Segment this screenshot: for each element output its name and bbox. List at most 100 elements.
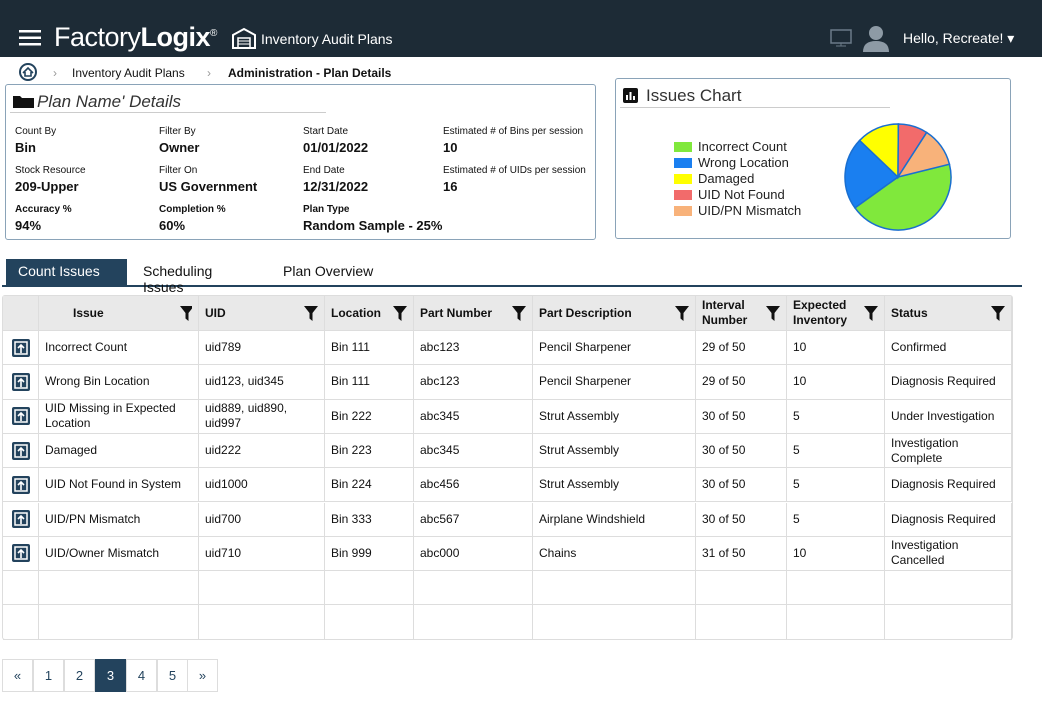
table-cell: UID/Owner Mismatch [39, 537, 199, 571]
field-label: End Date [303, 165, 345, 176]
row-action-cell [3, 537, 39, 571]
empty-cell [787, 571, 885, 605]
table-cell: abc345 [414, 400, 533, 434]
empty-cell [199, 605, 325, 639]
page-last[interactable]: » [187, 659, 218, 692]
table-cell: 29 of 50 [696, 331, 787, 365]
table-cell: abc000 [414, 537, 533, 571]
table-cell: 30 of 50 [696, 468, 787, 502]
plan-title: Plan Name' Details [37, 92, 181, 112]
crumb-link[interactable]: Inventory Audit Plans [72, 66, 185, 80]
filter-icon[interactable] [393, 306, 407, 321]
home-icon[interactable] [19, 63, 37, 81]
field-label: Accuracy % [15, 204, 72, 215]
legend-label: UID/PN Mismatch [698, 203, 801, 218]
row-action-cell [3, 605, 39, 639]
brand: FactoryLogix® [54, 22, 217, 53]
table-cell: Strut Assembly [533, 400, 696, 434]
table-cell: 29 of 50 [696, 365, 787, 399]
empty-cell [787, 605, 885, 639]
table-cell: 5 [787, 400, 885, 434]
empty-cell [696, 605, 787, 639]
table-cell: Confirmed [885, 331, 1012, 365]
open-icon[interactable] [11, 441, 31, 461]
header-text: UID [205, 306, 293, 321]
page-page[interactable]: 5 [157, 659, 188, 692]
table-cell: uid710 [199, 537, 325, 571]
page-page[interactable]: 2 [64, 659, 95, 692]
column-header: Location [325, 296, 414, 331]
field-value: Random Sample - 25% [303, 218, 442, 233]
filter-icon[interactable] [512, 306, 526, 321]
open-icon[interactable] [11, 338, 31, 358]
table-cell: 5 [787, 503, 885, 537]
table-cell: Pencil Sharpener [533, 331, 696, 365]
table-cell: 30 of 50 [696, 503, 787, 537]
field-value: Bin [15, 140, 36, 155]
crumb-sep: › [207, 66, 211, 80]
table-cell: Wrong Bin Location [39, 365, 199, 399]
header-cell [3, 296, 39, 331]
tab[interactable]: Scheduling Issues [131, 259, 265, 285]
open-icon[interactable] [11, 475, 31, 495]
table-cell: Bin 999 [325, 537, 414, 571]
tab[interactable]: Count Issues [6, 259, 127, 285]
crumb-sep: › [53, 66, 57, 80]
page-first[interactable]: « [2, 659, 33, 692]
row-action-cell [3, 434, 39, 468]
table-cell: uid123, uid345 [199, 365, 325, 399]
table-cell: 10 [787, 365, 885, 399]
header-text: Location [331, 306, 382, 321]
field-label: Count By [15, 126, 56, 137]
table-cell: Chains [533, 537, 696, 571]
table-cell: Diagnosis Required [885, 365, 1012, 399]
empty-cell [325, 605, 414, 639]
table-cell: Bin 333 [325, 503, 414, 537]
page-page[interactable]: 4 [126, 659, 157, 692]
table-cell: uid700 [199, 503, 325, 537]
tab[interactable]: Plan Overview [271, 259, 393, 285]
table-cell: Investigation Cancelled [885, 537, 1012, 571]
monitor-icon[interactable] [830, 29, 852, 47]
legend-swatch [674, 142, 692, 152]
legend-label: UID Not Found [698, 187, 785, 202]
legend-swatch [674, 174, 692, 184]
filter-icon[interactable] [864, 306, 878, 321]
field-label: Completion % [159, 204, 226, 215]
header-text: Status [891, 306, 980, 321]
filter-icon[interactable] [766, 306, 780, 321]
open-icon[interactable] [11, 543, 31, 563]
avatar-icon[interactable] [862, 24, 890, 52]
open-icon[interactable] [11, 372, 31, 392]
legend-swatch [674, 206, 692, 216]
filter-icon[interactable] [304, 306, 318, 321]
warehouse-icon [232, 27, 256, 49]
table-cell: Bin 223 [325, 434, 414, 468]
table-cell: abc567 [414, 503, 533, 537]
filter-icon[interactable] [991, 306, 1005, 321]
table-cell: Strut Assembly [533, 468, 696, 502]
empty-cell [414, 605, 533, 639]
empty-cell [885, 605, 1012, 639]
open-icon[interactable] [11, 509, 31, 529]
column-header: Status [885, 296, 1012, 331]
page-page[interactable]: 1 [33, 659, 64, 692]
page-page[interactable]: 3 [95, 659, 126, 692]
table-cell: UID Missing in Expected Location [39, 400, 199, 434]
table-cell: abc123 [414, 365, 533, 399]
filter-icon[interactable] [180, 306, 192, 321]
table-cell: Damaged [39, 434, 199, 468]
menu-icon[interactable] [19, 30, 41, 46]
table-cell: uid222 [199, 434, 325, 468]
legend-label: Wrong Location [698, 155, 789, 170]
legend-swatch [674, 158, 692, 168]
user-menu[interactable]: Hello, Recreate! ▾ [903, 30, 1014, 47]
field-value: 16 [443, 179, 457, 194]
table-cell: Airplane Windshield [533, 503, 696, 537]
header-text: Expected Inventory [793, 298, 853, 328]
filter-icon[interactable] [675, 306, 689, 321]
table-cell: Bin 111 [325, 331, 414, 365]
field-value: US Government [159, 179, 257, 194]
field-value: 12/31/2022 [303, 179, 368, 194]
open-icon[interactable] [11, 406, 31, 426]
